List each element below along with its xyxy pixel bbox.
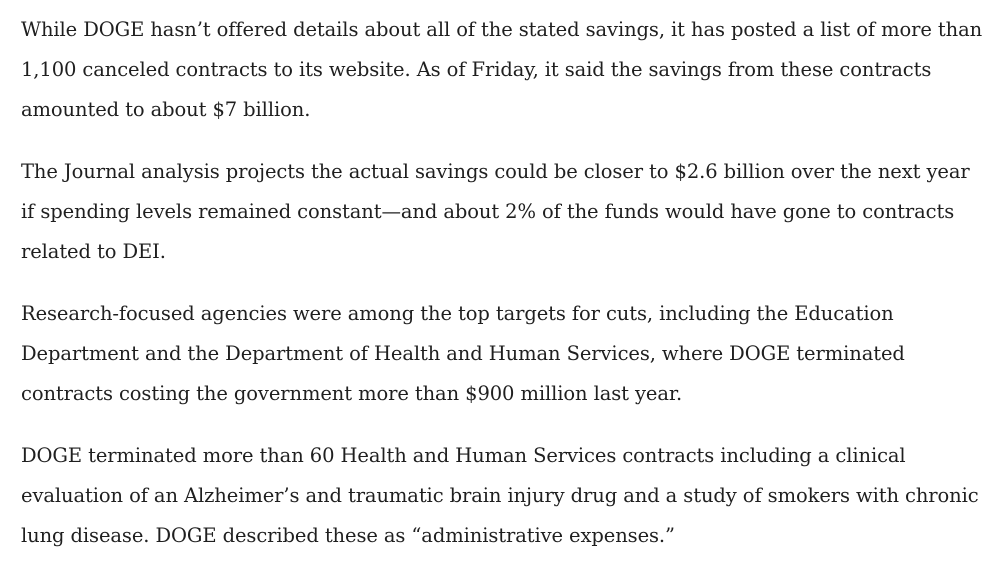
article-paragraph: While DOGE hasn’t offered details about … xyxy=(21,18,983,121)
article-paragraph: The Journal analysis projects the actual… xyxy=(21,160,970,263)
article-paragraph: DOGE terminated more than 60 Health and … xyxy=(21,444,979,547)
article-paragraph: Research-focused agencies were among the… xyxy=(21,302,905,405)
article-body: While DOGE hasn’t offered details about … xyxy=(21,10,986,556)
